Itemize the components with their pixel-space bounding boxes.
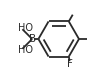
Text: F: F (67, 59, 73, 69)
Text: HO: HO (18, 23, 33, 33)
Text: HO: HO (18, 45, 33, 55)
Text: B: B (29, 34, 36, 44)
